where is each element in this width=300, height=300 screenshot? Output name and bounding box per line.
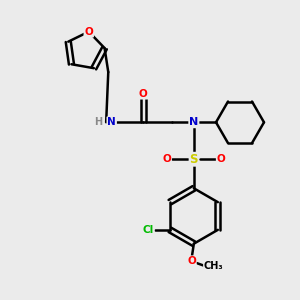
- Text: O: O: [217, 154, 226, 164]
- Text: O: O: [139, 89, 148, 99]
- Text: CH₃: CH₃: [204, 261, 224, 271]
- Text: S: S: [190, 153, 198, 166]
- Text: O: O: [84, 27, 93, 37]
- Text: O: O: [187, 256, 196, 266]
- Text: H: H: [94, 117, 102, 127]
- Text: Cl: Cl: [142, 225, 154, 235]
- Text: N: N: [107, 117, 116, 127]
- Text: O: O: [162, 154, 171, 164]
- Text: N: N: [189, 117, 199, 127]
